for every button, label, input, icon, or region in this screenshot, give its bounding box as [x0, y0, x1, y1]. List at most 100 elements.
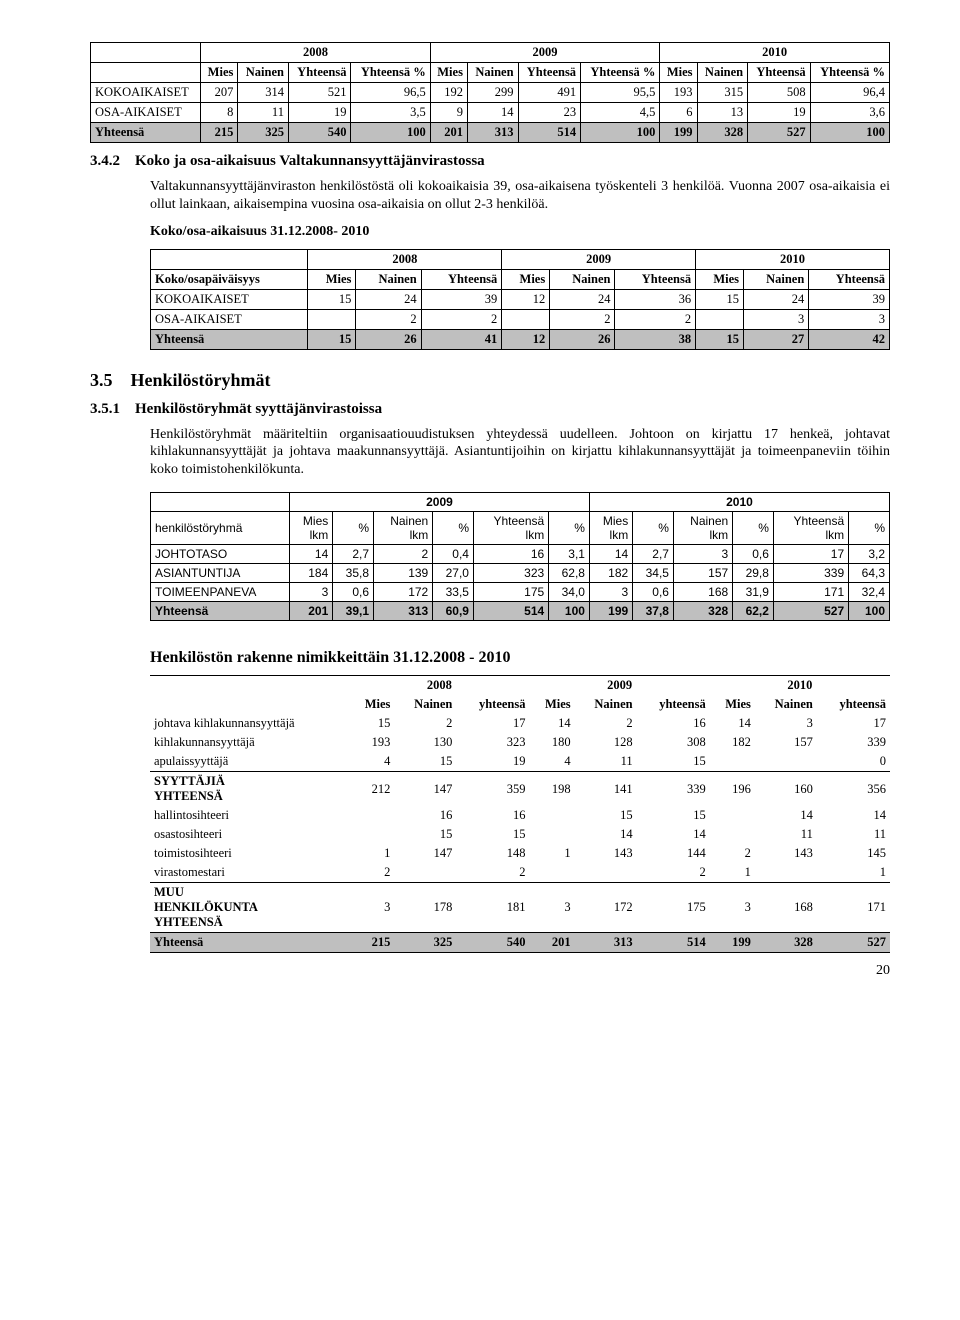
cell: 3	[349, 883, 394, 933]
cell: 2	[615, 309, 696, 329]
year-2010: 2010	[589, 493, 889, 512]
cell: Mies	[529, 695, 574, 714]
cell: 17	[456, 714, 529, 733]
cell	[349, 806, 394, 825]
cell: yhteensä	[817, 695, 890, 714]
cell: yhteensä	[456, 695, 529, 714]
cell: 2	[575, 714, 637, 733]
cell: 199	[589, 602, 632, 621]
cell: 4	[529, 752, 574, 772]
cell: 182	[589, 564, 632, 583]
cell: 143	[755, 844, 817, 863]
section-35-heading: 3.5 Henkilöstöryhmät	[90, 370, 890, 391]
cell: johtava kihlakunnansyyttäjä	[150, 714, 349, 733]
cell: 339	[817, 733, 890, 752]
cell: 100	[549, 602, 590, 621]
cell: 314	[238, 83, 289, 103]
cell: Yhteensä	[151, 602, 290, 621]
cell: 193	[660, 83, 697, 103]
section-title: Henkilöstöryhmät syyttäjänvirastoissa	[135, 401, 382, 417]
cell: 3	[755, 714, 817, 733]
cell: 325	[394, 933, 456, 953]
year-2009: 2009	[502, 249, 696, 269]
cell: 3,6	[810, 103, 889, 123]
cell: Mies	[710, 695, 755, 714]
cell: 31,9	[733, 583, 774, 602]
cell: 2,7	[633, 545, 674, 564]
cell: Yhteensä	[518, 63, 581, 83]
cell: 11	[238, 103, 289, 123]
cell: 339	[773, 564, 848, 583]
cell: 100	[581, 123, 660, 143]
cell: 143	[575, 844, 637, 863]
cell: 2	[421, 309, 502, 329]
cell: OSA-AIKAISET	[151, 309, 308, 329]
cell: 15	[637, 806, 710, 825]
cell: 3	[673, 545, 732, 564]
cell: 144	[637, 844, 710, 863]
cell: Nainen	[394, 695, 456, 714]
year-2008: 2008	[201, 43, 431, 63]
cell: Yhteensä	[91, 123, 201, 143]
cell: 3	[710, 883, 755, 933]
cell: kihlakunnansyyttäjä	[150, 733, 349, 752]
year-2010: 2010	[660, 43, 890, 63]
year-2009: 2009	[529, 676, 709, 696]
cell: 14	[529, 714, 574, 733]
cell: Yhteensä	[150, 933, 349, 953]
cell: 175	[473, 583, 548, 602]
cell: 168	[673, 583, 732, 602]
cell: 0,4	[433, 545, 474, 564]
cell	[150, 695, 349, 714]
cell: 27	[744, 329, 809, 349]
cell: toimistosihteeri	[150, 844, 349, 863]
col-head: Yhteensälkm	[473, 512, 548, 545]
cell: 145	[817, 844, 890, 863]
cell: 199	[710, 933, 755, 953]
cell	[710, 806, 755, 825]
cell: 147	[394, 772, 456, 807]
cell: Yhteensä	[748, 63, 811, 83]
section-num: 3.4.2	[90, 153, 120, 169]
cell: 540	[456, 933, 529, 953]
cell: 14	[710, 714, 755, 733]
cell: Mies	[201, 63, 238, 83]
cell: 215	[201, 123, 238, 143]
cell: JOHTOTASO	[151, 545, 290, 564]
cell: 171	[773, 583, 848, 602]
cell: 315	[697, 83, 748, 103]
cell: 168	[755, 883, 817, 933]
cell: 60,9	[433, 602, 474, 621]
cell: 130	[394, 733, 456, 752]
cell: 0,6	[633, 583, 674, 602]
cell: 34,0	[549, 583, 590, 602]
cell: 3	[290, 583, 333, 602]
cell: 3	[744, 309, 809, 329]
cell: 17	[817, 714, 890, 733]
cell: 39	[421, 289, 502, 309]
cell: 313	[374, 602, 433, 621]
cell: 514	[637, 933, 710, 953]
cell: 9	[430, 103, 467, 123]
table-koko-osa-years: 2008 2009 2010 MiesNainenYhteensäYhteens…	[90, 42, 890, 143]
cell: 1	[710, 863, 755, 883]
cell: 0,6	[733, 545, 774, 564]
cell: 96,4	[810, 83, 889, 103]
cell	[529, 863, 574, 883]
cell: 201	[529, 933, 574, 953]
cell: 2	[637, 863, 710, 883]
cell: 15	[308, 289, 356, 309]
cell: 100	[351, 123, 430, 143]
cell: 36	[615, 289, 696, 309]
cell: 15	[349, 714, 394, 733]
cell: 14	[467, 103, 518, 123]
cell: 141	[575, 772, 637, 807]
cell: 15	[637, 752, 710, 772]
cell: 328	[673, 602, 732, 621]
cell: 16	[473, 545, 548, 564]
cell: 14	[575, 825, 637, 844]
cell: 2	[456, 863, 529, 883]
cell: Yhteensä	[151, 329, 308, 349]
cell: osastosihteeri	[150, 825, 349, 844]
cell: 180	[529, 733, 574, 752]
